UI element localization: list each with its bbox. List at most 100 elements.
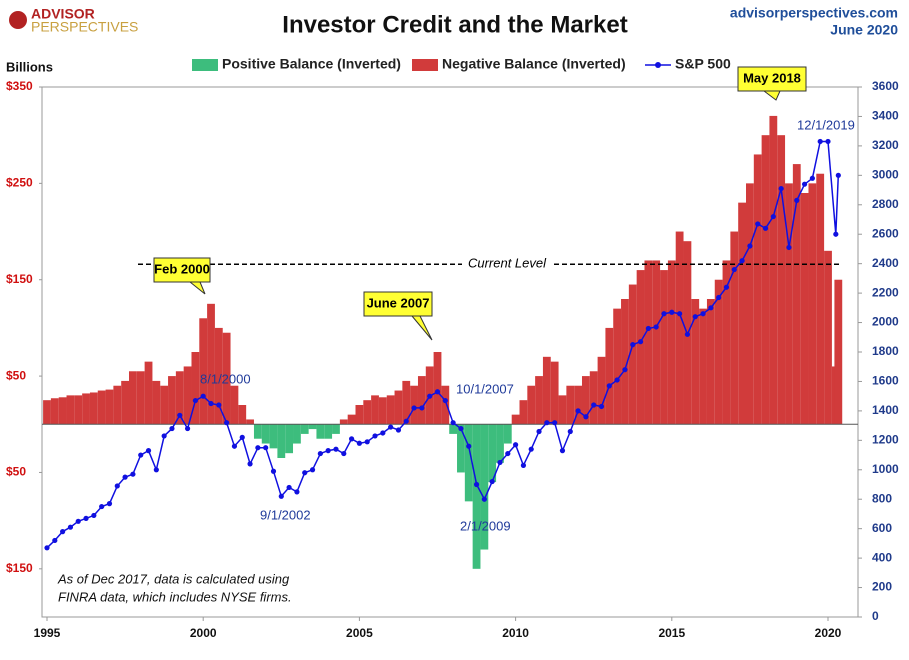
point: [153, 467, 159, 473]
bar: [136, 371, 145, 425]
bar: [58, 397, 67, 425]
bar: [472, 424, 481, 569]
bar: [558, 395, 567, 425]
point: [114, 483, 120, 489]
y2-tick-label: 0: [872, 609, 879, 623]
point: [302, 470, 308, 476]
bar: [496, 424, 504, 463]
bar: [308, 424, 317, 430]
point: [138, 452, 144, 458]
point: [247, 461, 253, 467]
bar: [706, 299, 715, 425]
bar: [113, 385, 122, 425]
y2-tick-label: 3200: [872, 138, 899, 152]
point: [411, 405, 417, 411]
bar: [402, 380, 411, 425]
point: [231, 443, 238, 449]
callout-box: [363, 291, 433, 317]
point: [700, 311, 706, 317]
legend-swatch: [412, 59, 438, 71]
bar: [824, 250, 832, 425]
x-tick-label: 2005: [346, 626, 373, 640]
y-tick-label: $150: [6, 561, 33, 575]
point: [645, 325, 651, 332]
bar: [714, 279, 723, 425]
point: [106, 501, 113, 507]
bar: [652, 260, 661, 425]
point: [669, 309, 675, 315]
point: [835, 172, 841, 178]
x-tick-label: 2010: [502, 626, 529, 640]
callout-box: [153, 257, 211, 283]
point: [44, 545, 50, 551]
point: [723, 284, 730, 290]
bar: [285, 424, 294, 454]
y-tick-label: $250: [6, 176, 33, 190]
y-axis-label: Billions: [6, 59, 53, 74]
point: [809, 175, 815, 181]
point: [419, 405, 425, 411]
point: [333, 446, 339, 452]
legend-swatch: [655, 62, 661, 68]
x-tick-label: 2020: [815, 626, 842, 640]
bar: [769, 115, 778, 425]
point: [591, 402, 597, 408]
point: [637, 339, 644, 345]
bar: [667, 260, 676, 425]
point: [770, 213, 776, 220]
point: [380, 430, 386, 436]
point: [184, 425, 191, 432]
bar: [199, 318, 208, 425]
bar: [152, 380, 161, 425]
bar: [410, 385, 418, 425]
bar: [121, 380, 130, 425]
bar: [261, 424, 270, 444]
bar: [43, 400, 51, 425]
point: [75, 518, 81, 524]
bar: [230, 385, 239, 425]
point: [60, 529, 66, 535]
y2-tick-label: 1400: [872, 403, 899, 417]
point: [200, 393, 206, 399]
annotation: 2/1/2009: [460, 518, 511, 533]
point: [833, 231, 839, 237]
y2-tick-label: 2400: [872, 256, 899, 270]
point: [294, 489, 300, 495]
point: [67, 524, 74, 530]
point: [559, 448, 566, 454]
bar: [324, 424, 333, 439]
logo-icon: [9, 11, 27, 29]
y2-tick-label: 2200: [872, 285, 899, 299]
y2-tick-label: 3000: [872, 168, 899, 182]
bar: [636, 270, 645, 425]
bar: [503, 424, 512, 444]
point: [192, 397, 198, 404]
y2-tick-label: 2000: [872, 315, 899, 329]
bar: [808, 183, 817, 425]
bar: [605, 327, 614, 425]
point: [825, 138, 831, 145]
bar: [722, 260, 731, 425]
point: [747, 243, 753, 249]
bar: [597, 356, 606, 425]
point: [270, 468, 277, 474]
bar: [191, 352, 200, 425]
bar: [738, 202, 747, 425]
bar: [644, 260, 653, 425]
bar: [144, 361, 153, 425]
bar: [363, 400, 372, 425]
point: [434, 389, 441, 395]
bar: [792, 164, 801, 425]
point: [583, 414, 589, 420]
y2-tick-label: 2800: [872, 197, 899, 211]
point: [481, 496, 487, 502]
point: [567, 428, 573, 435]
bar: [488, 424, 497, 483]
point: [177, 412, 183, 418]
bar: [97, 390, 106, 425]
annotation: 10/1/2007: [456, 381, 514, 396]
point: [216, 402, 222, 408]
bar: [386, 395, 395, 425]
bar: [777, 135, 786, 425]
point: [466, 443, 472, 449]
